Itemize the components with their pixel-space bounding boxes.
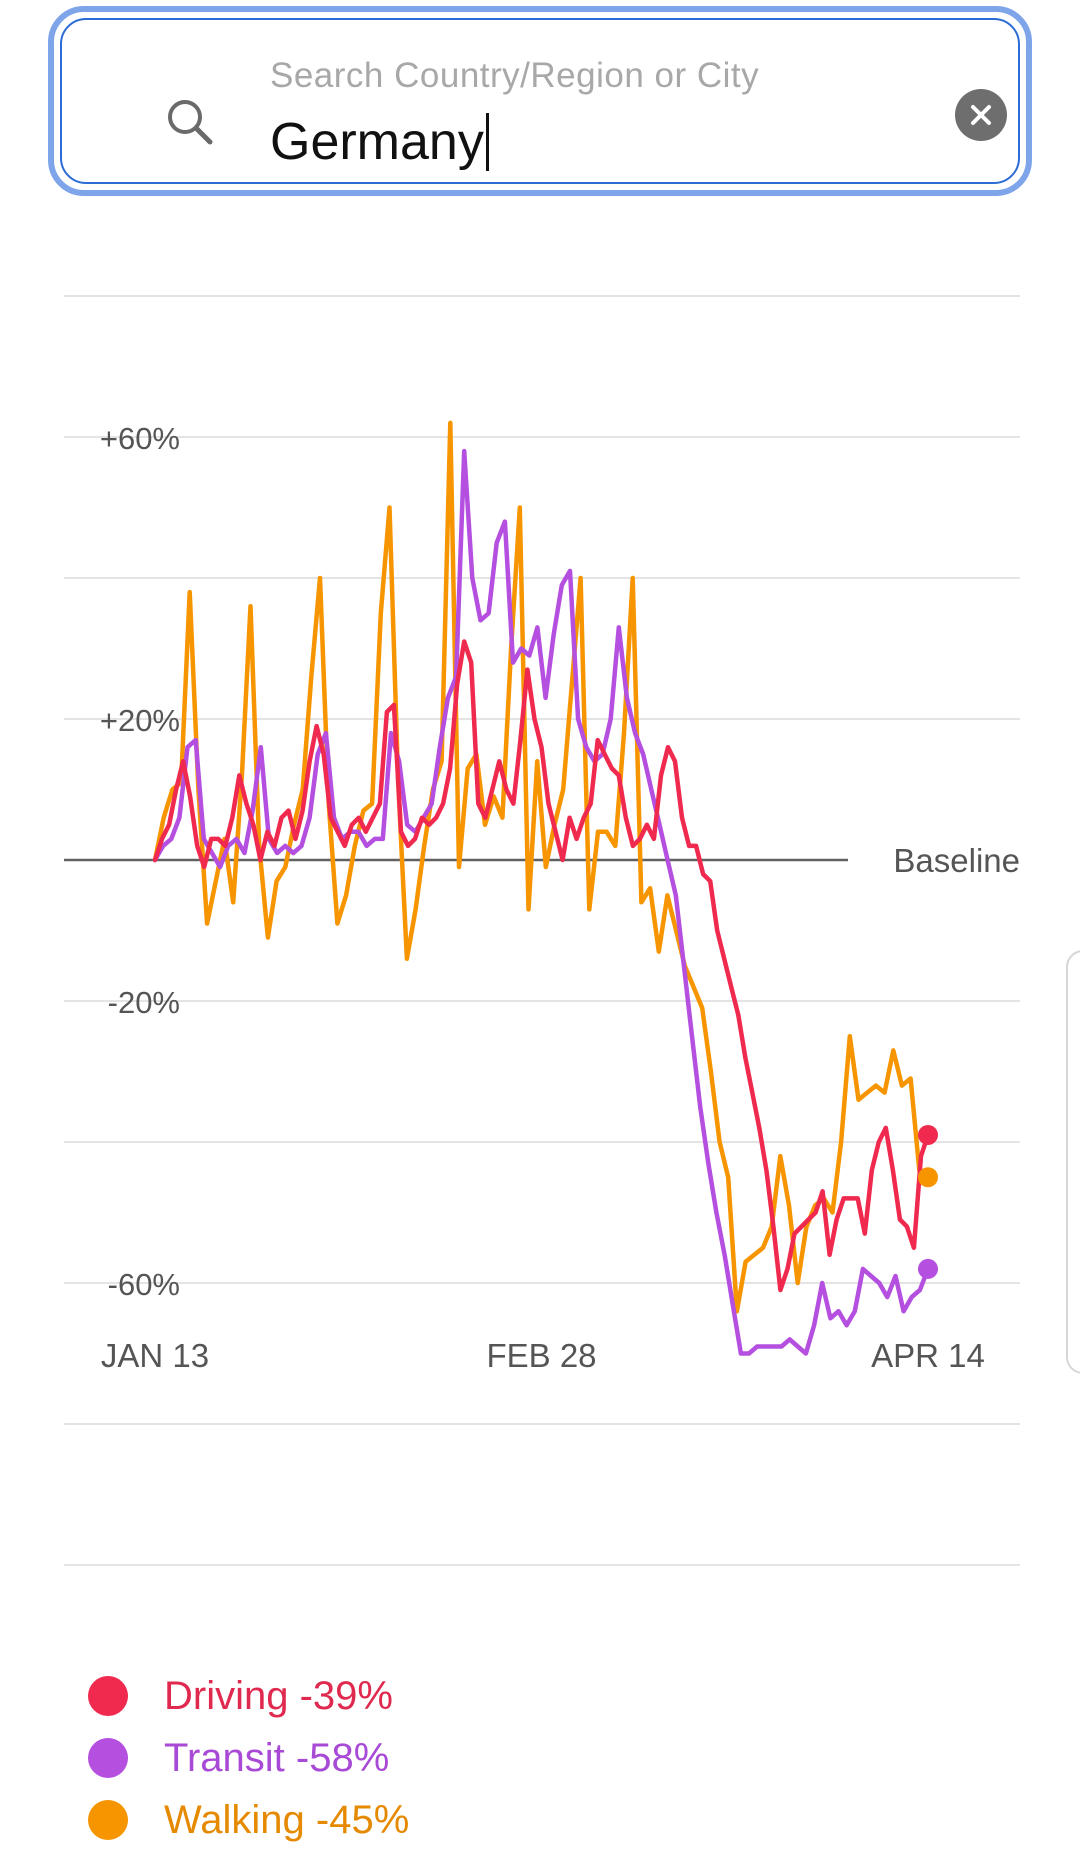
search-field-inner[interactable] [60,18,1020,184]
clear-search-button[interactable] [955,89,1007,141]
text-caret [485,113,489,171]
search-placeholder: Search Country/Region or City [270,56,760,95]
legend-label-driving: Driving -39% [164,1673,393,1718]
search-input-text: Germany [270,113,484,171]
series-end-dot-walking [918,1167,938,1188]
mobility-trend-chart: +60% +20% -20% -60% Baseline JAN 13 FEB 28 APR … [64,295,1020,1566]
x-tick-label: APR 14 [871,1337,985,1374]
search-icon [168,100,213,145]
legend-dot-walking [88,1800,128,1840]
x-tick-label: FEB 28 [486,1337,596,1374]
legend-dot-driving [88,1676,128,1716]
y-tick-label: -60% [108,1267,180,1302]
y-tick-label: +60% [100,421,180,456]
series-line-transit [152,448,931,1356]
chart-legend: Driving -39% Transit -58% Walking -45% [88,1665,409,1851]
close-icon [971,105,991,125]
legend-item-walking: Walking -45% [88,1789,409,1851]
series-end-dot-transit [918,1258,938,1279]
legend-item-transit: Transit -58% [88,1727,409,1789]
search-input[interactable]: Germany [270,112,489,172]
x-tick-label: JAN 13 [101,1337,209,1374]
legend-label-transit: Transit -58% [164,1735,390,1780]
baseline-label: Baseline [893,842,1020,879]
y-tick-label: +20% [100,703,180,738]
legend-dot-transit [88,1738,128,1778]
series-end-dot-driving [918,1124,938,1145]
y-tick-label: -20% [108,985,180,1020]
legend-label-walking: Walking -45% [164,1797,410,1842]
search-bar[interactable]: Search Country/Region or City Germany [48,6,1032,196]
edge-panel-handle[interactable] [1066,950,1080,1374]
series-line-driving [152,639,931,1293]
legend-item-driving: Driving -39% [88,1665,409,1727]
series-line-walking [152,420,931,1314]
